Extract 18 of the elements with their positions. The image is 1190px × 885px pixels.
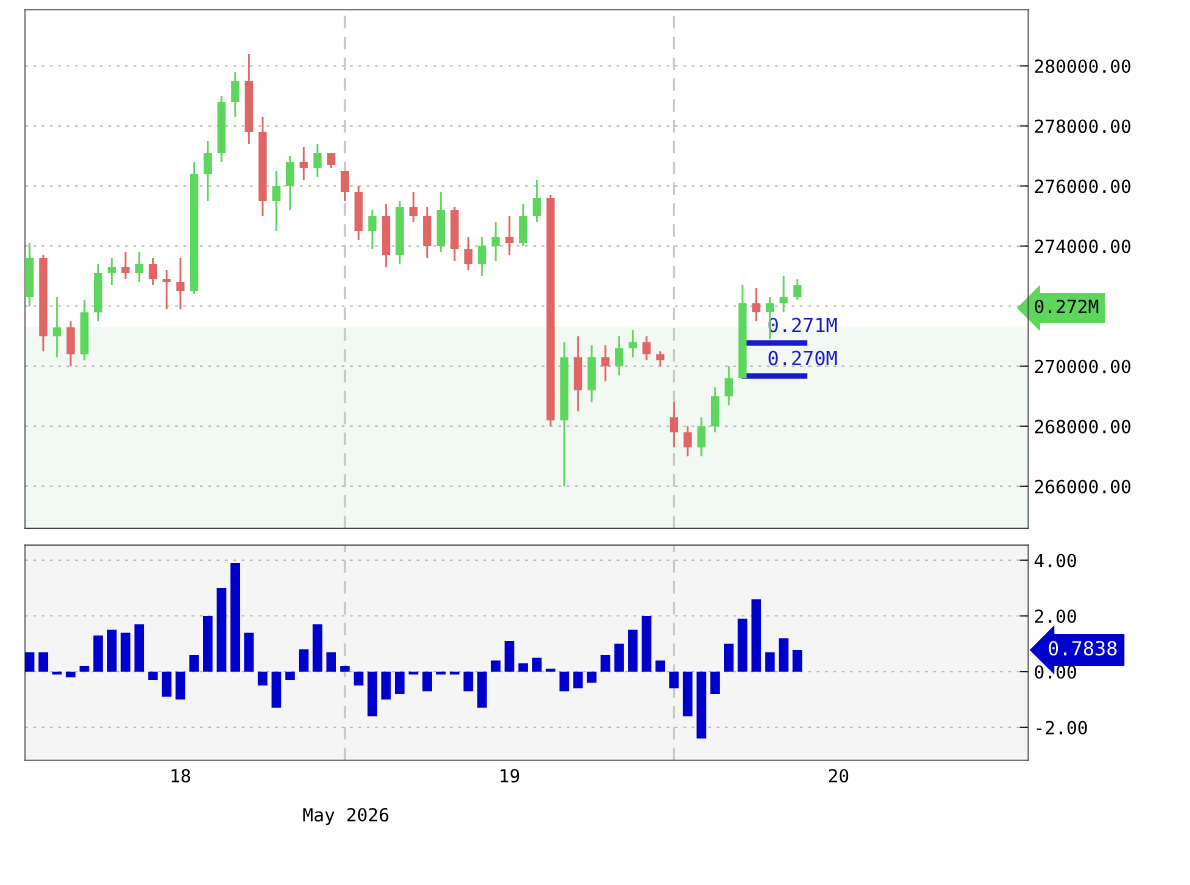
y-tick-label: 274000.00 [1035,239,1131,254]
y-tick-label: 270000.00 [1035,359,1131,374]
y-tick-label: -2.00 [1036,720,1087,735]
y-tick-label: 2.00 [1035,609,1077,624]
x-tick-label: 20 [828,768,849,783]
y-tick-label: 280000.00 [1035,59,1131,74]
x-tick-label: 19 [500,768,520,783]
y-tick-label: 0.272M [1034,299,1099,314]
y-tick-label: 266000.00 [1035,479,1131,494]
x-axis-title: May 2026 [303,807,389,826]
y-tick-label: 278000.00 [1035,119,1131,134]
y-tick-label: 268000.00 [1035,419,1131,434]
x-tick-label: 18 [171,768,191,783]
text: 0.7838 [1048,640,1117,656]
y-tick-label: 0.00 [1034,665,1077,679]
y-tick-label: 276000.00 [1035,179,1131,194]
y-tick-label: 4.00 [1034,553,1077,568]
ref-line-label: 0.270M [768,350,837,366]
